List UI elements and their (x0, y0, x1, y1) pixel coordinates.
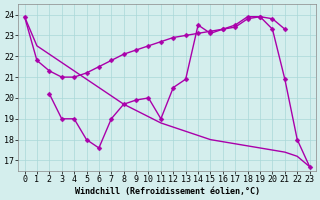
X-axis label: Windchill (Refroidissement éolien,°C): Windchill (Refroidissement éolien,°C) (75, 187, 260, 196)
